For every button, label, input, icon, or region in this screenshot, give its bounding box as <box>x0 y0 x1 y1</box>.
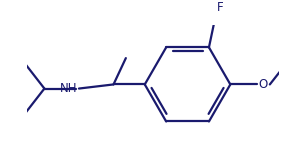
Text: NH: NH <box>60 82 77 95</box>
Text: O: O <box>258 78 267 91</box>
Text: F: F <box>217 1 224 14</box>
